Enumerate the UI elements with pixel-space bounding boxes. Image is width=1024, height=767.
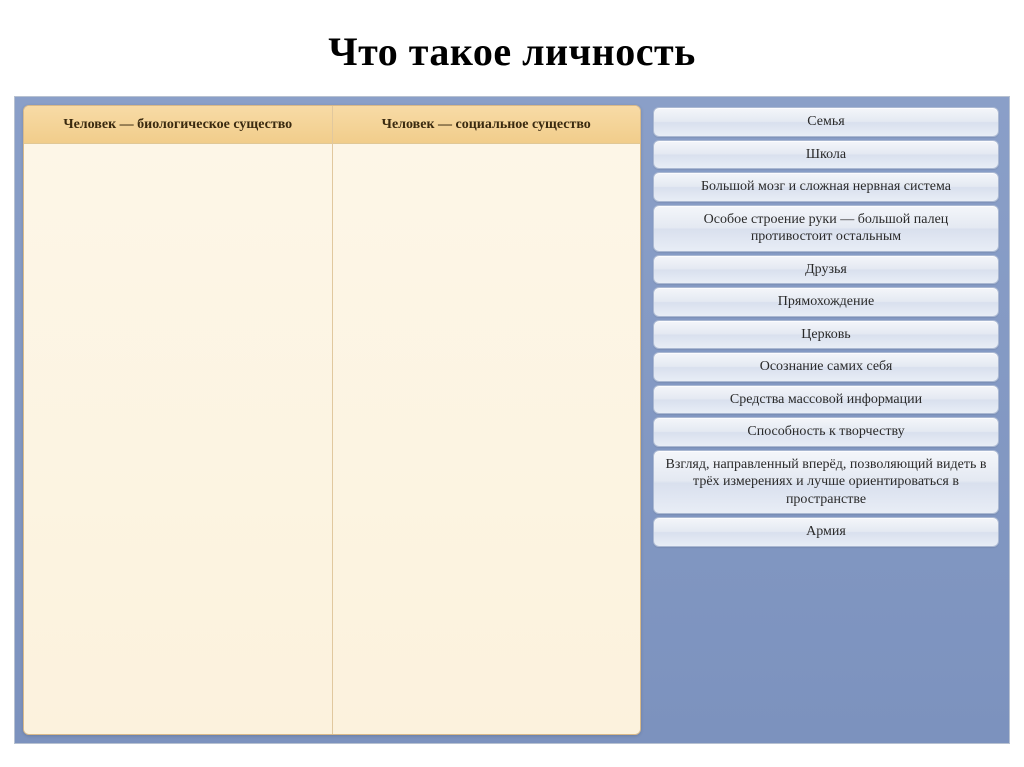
column-dropzone-biological[interactable] (24, 144, 332, 734)
table-column-social[interactable]: Человек — социальное существо (332, 106, 641, 734)
option-item[interactable]: Особое строение руки — большой палец про… (653, 205, 999, 252)
option-item[interactable]: Семья (653, 107, 999, 137)
option-item[interactable]: Прямохождение (653, 287, 999, 317)
slide: Что такое личность Человек — биологическ… (0, 0, 1024, 767)
option-item[interactable]: Церковь (653, 320, 999, 350)
column-header: Человек — биологическое существо (24, 106, 332, 144)
option-item[interactable]: Способность к творчеству (653, 417, 999, 447)
column-dropzone-social[interactable] (333, 144, 641, 734)
option-item[interactable]: Школа (653, 140, 999, 170)
table-column-biological[interactable]: Человек — биологическое существо (24, 106, 332, 734)
option-item[interactable]: Армия (653, 517, 999, 547)
option-item[interactable]: Осознание самих себя (653, 352, 999, 382)
content-frame: Человек — биологическое существо Человек… (14, 96, 1010, 744)
option-item[interactable]: Средства массовой информации (653, 385, 999, 415)
option-item[interactable]: Большой мозг и сложная нервная система (653, 172, 999, 202)
option-item[interactable]: Друзья (653, 255, 999, 285)
options-panel: Семья Школа Большой мозг и сложная нервн… (651, 105, 1001, 735)
column-header: Человек — социальное существо (333, 106, 641, 144)
sorting-table: Человек — биологическое существо Человек… (23, 105, 641, 735)
page-title: Что такое личность (0, 0, 1024, 93)
option-item[interactable]: Взгляд, направленный вперёд, позволяющий… (653, 450, 999, 515)
